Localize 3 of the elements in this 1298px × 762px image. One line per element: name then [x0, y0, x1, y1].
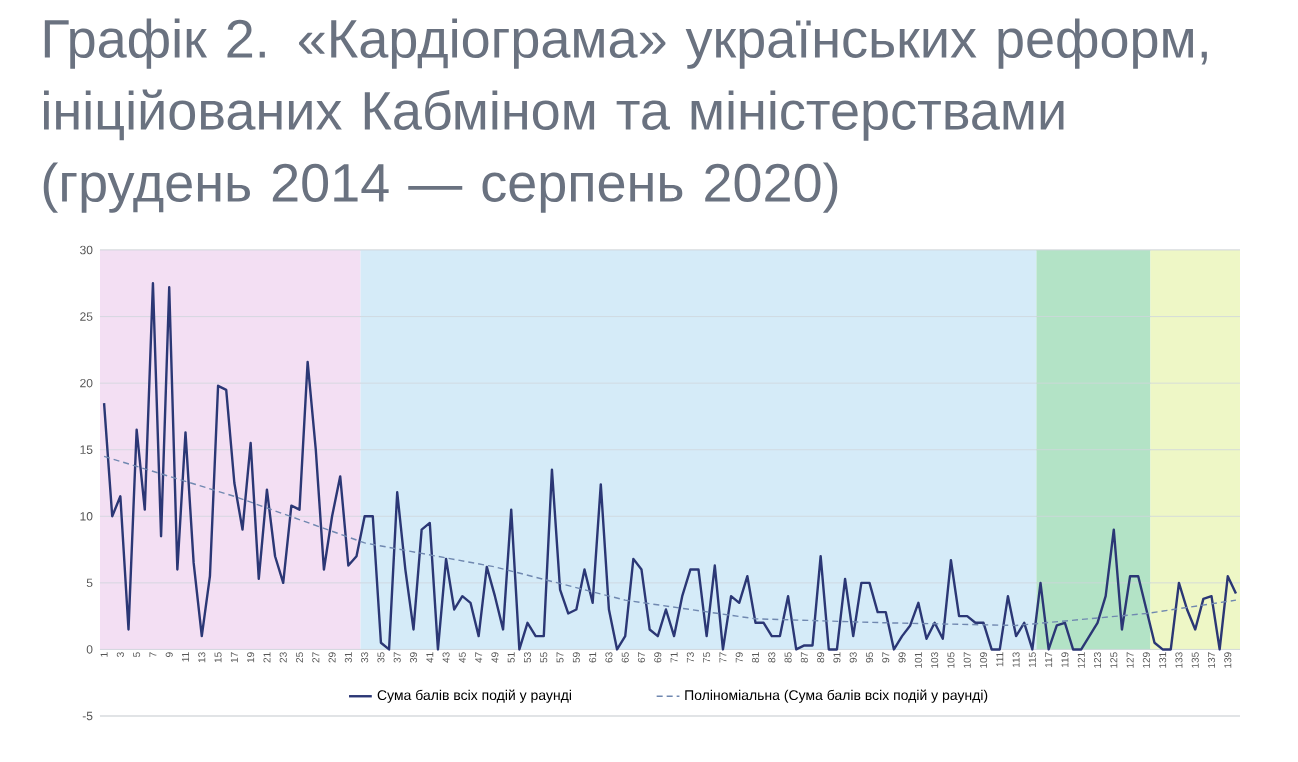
line-series [102, 282, 1238, 651]
line-series [103, 455, 1237, 627]
chart-title: Графік 2. «Кардіограма» українських реформ, ініційованих Кабміном та міністерствами (грудень 2014 — серпень 2020) [43, 18, 1207, 213]
